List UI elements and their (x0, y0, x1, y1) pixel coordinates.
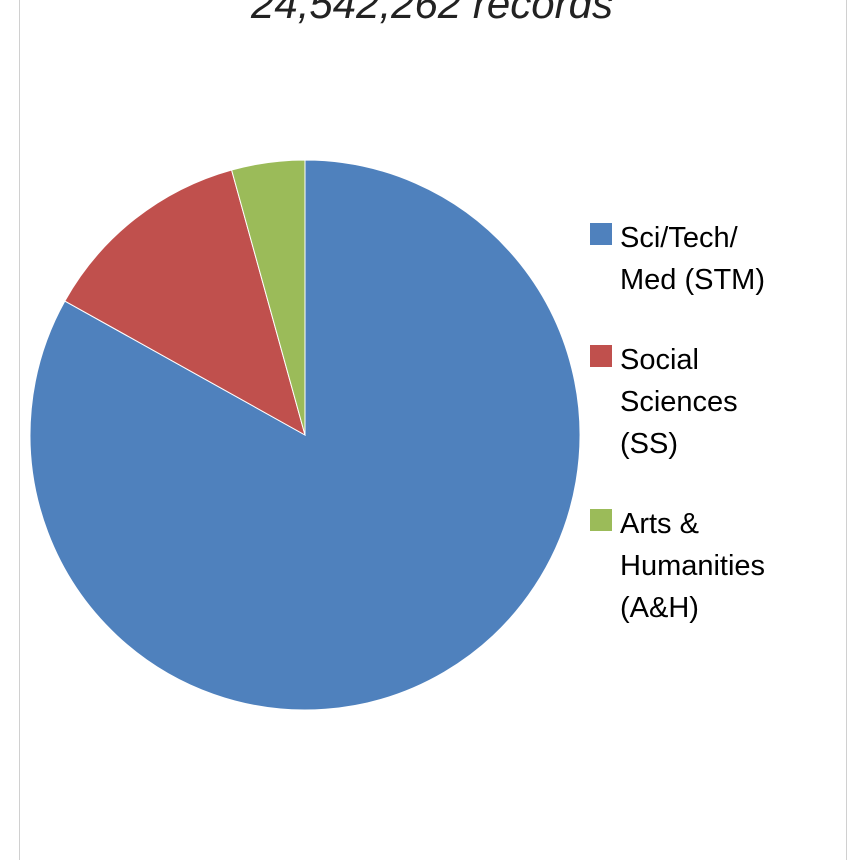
pie-slice (64, 169, 306, 437)
pie-slice (29, 159, 581, 711)
legend-label: Social Sciences (SS) (620, 344, 738, 460)
legend-item: Sci/Tech/ Med (STM) (590, 217, 765, 301)
legend-swatch (590, 509, 612, 531)
legend-label: Sci/Tech/ Med (STM) (620, 222, 765, 296)
pie-slice (230, 159, 306, 436)
legend-item: Social Sciences (SS) (590, 339, 738, 465)
legend-label: Arts & Humanities (A&H) (620, 508, 766, 624)
chart-title: 24,542,262 records (250, 0, 613, 27)
legend-item: Arts & Humanities (A&H) (590, 503, 765, 629)
legend-swatch (590, 345, 612, 367)
legend-swatch (590, 223, 612, 245)
